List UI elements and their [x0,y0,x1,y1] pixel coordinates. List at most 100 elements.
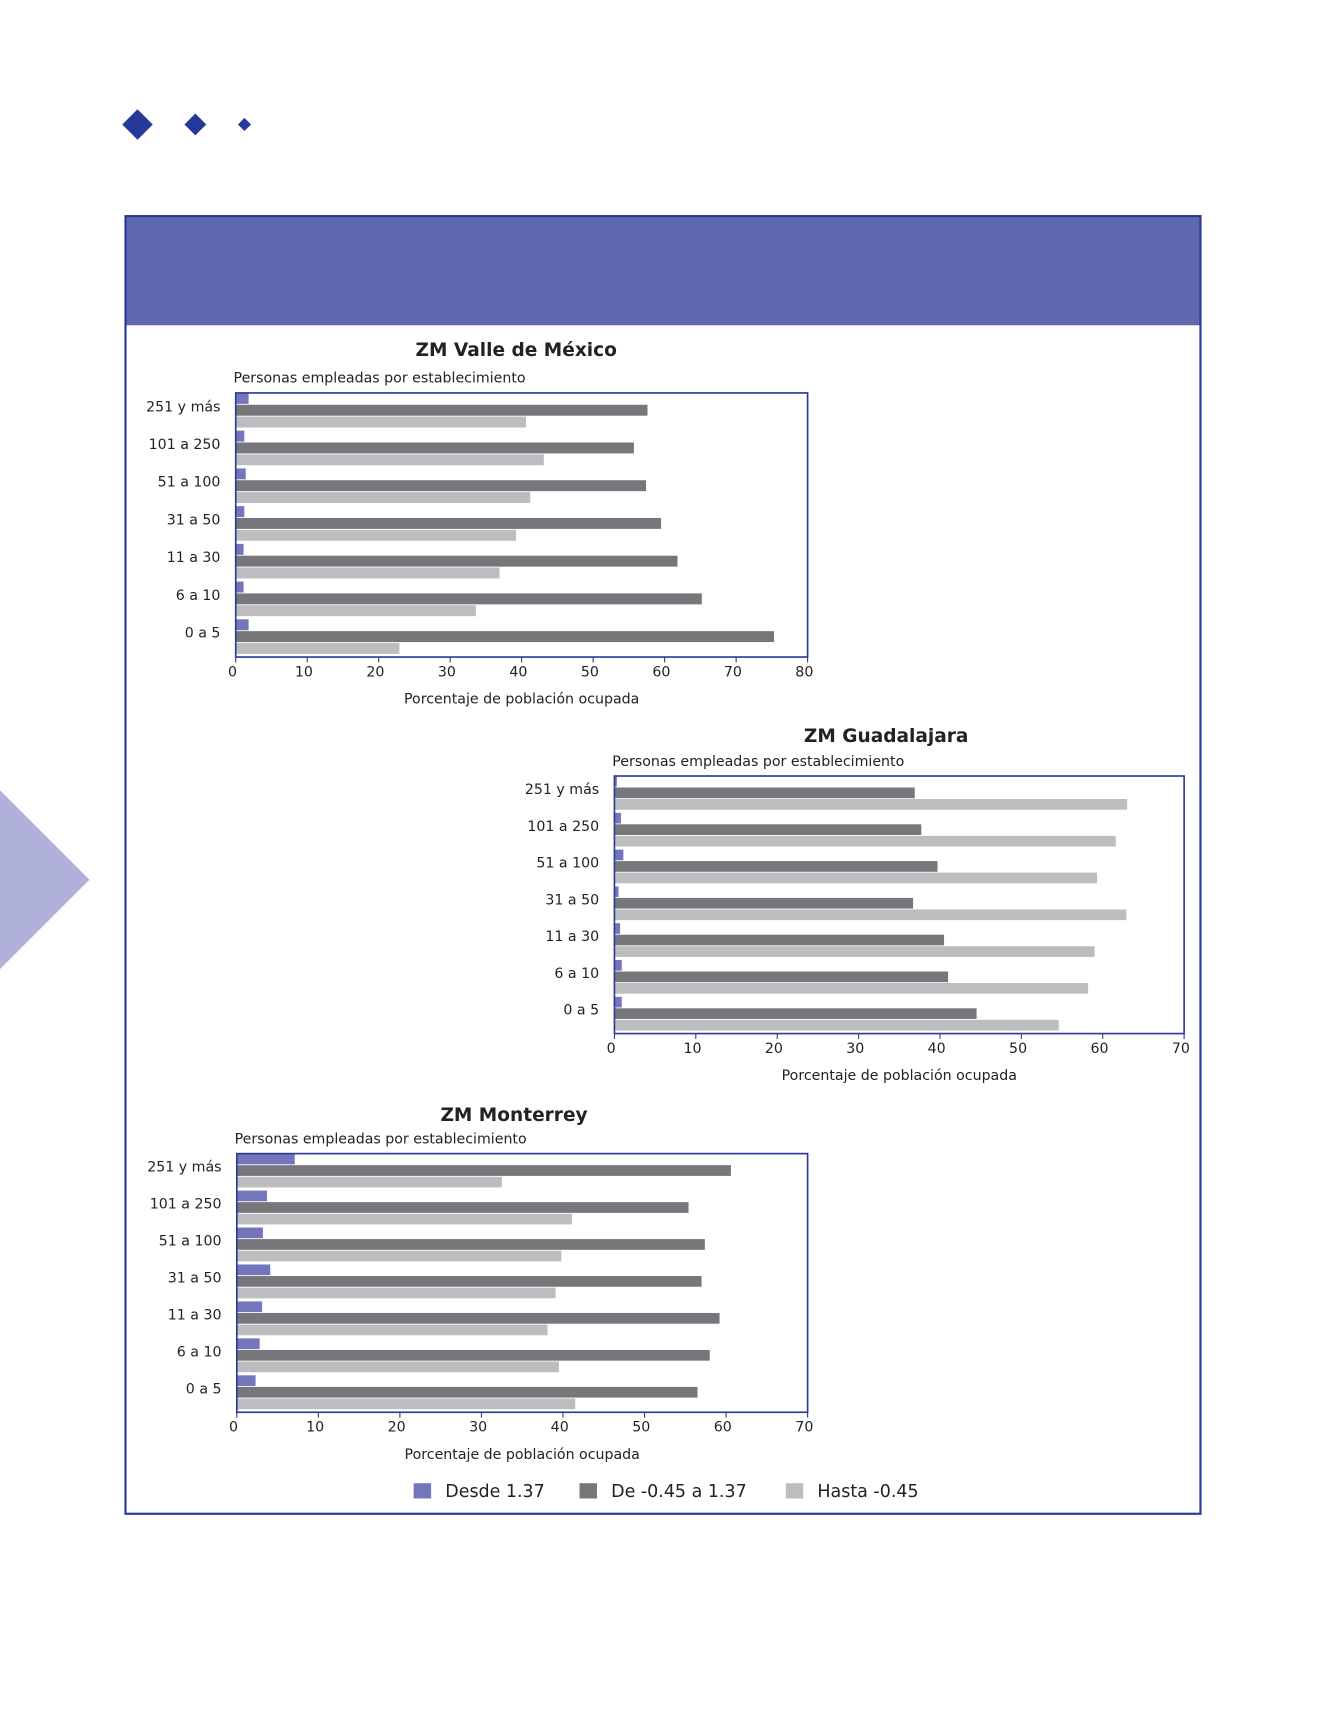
y-tick-label: 0 a 5 [563,1003,599,1019]
bar [236,1398,576,1410]
y-tick-label: 251 y más [146,399,220,415]
y-tick-label: 101 a 250 [527,819,599,835]
y-tick-label: 51 a 100 [159,1234,222,1250]
subtitle: Personas empleadas por establecimiento [235,1131,527,1147]
x-tick-label: 0 [229,1420,238,1436]
decor-diamond [122,109,153,140]
decor-triangle [0,790,90,970]
bar [235,430,245,442]
x-tick-label: 70 [1172,1041,1190,1057]
legend-label: De -0.45 a 1.37 [611,1482,747,1502]
bar [614,923,621,934]
bar [236,1361,559,1373]
bar [614,799,1128,810]
bar [614,1008,977,1019]
x-tick-label: 20 [366,664,384,680]
bar [614,897,914,909]
bar [236,1312,720,1324]
x-tick-label: 10 [306,1420,324,1436]
bar [236,1190,267,1202]
bar [235,392,249,404]
y-tick-label: 6 a 10 [176,588,221,604]
x-axis-label: Porcentaje de población ocupada [404,692,639,708]
chart-title: ZM Monterrey [440,1105,587,1126]
bar [614,971,949,983]
y-tick-label: 31 a 50 [545,892,599,908]
frame [124,215,1202,1515]
y-tick-label: 251 y más [525,782,599,798]
bar [236,1165,731,1176]
y-tick-label: 0 a 5 [185,626,221,642]
bar [235,605,476,617]
plot-frame [236,1152,809,1414]
x-tick-label: 40 [509,664,527,680]
bar [235,517,662,529]
plot-frame [234,392,809,658]
x-tick-label: 50 [1009,1041,1027,1057]
decor-diamond [184,113,207,136]
x-tick-label: 10 [295,664,313,680]
bar [236,1153,295,1165]
bar [236,1227,263,1239]
x-tick-label: 40 [928,1041,946,1057]
header-band [125,216,1201,326]
x-tick-label: 60 [1090,1041,1108,1057]
bar [614,1019,1059,1031]
bar [235,631,775,643]
subtitle: Personas empleadas por establecimiento [234,371,526,387]
x-tick-label: 0 [228,664,237,680]
x-tick-label: 70 [795,1420,813,1436]
subtitle: Personas empleadas por establecimiento [612,754,904,770]
bar [236,1264,271,1276]
bar [235,442,634,454]
x-tick-label: 30 [469,1420,487,1436]
bar [235,619,249,631]
bar [236,1287,556,1299]
chart-title: ZM Valle de México [416,340,617,361]
legend-swatch [413,1483,432,1499]
x-tick-label: 20 [765,1041,783,1057]
legend-label: Hasta -0.45 [817,1482,918,1502]
y-tick-label: 6 a 10 [554,966,599,982]
bar [614,861,938,872]
x-tick-label: 40 [551,1420,569,1436]
x-tick-label: 30 [846,1041,864,1057]
bar [236,1338,260,1350]
x-tick-label: 80 [795,664,813,680]
x-tick-label: 30 [438,664,456,680]
bar [236,1213,572,1225]
y-tick-label: 51 a 100 [158,475,221,491]
bar [235,593,702,605]
x-tick-label: 0 [607,1041,616,1057]
bar [235,468,246,480]
x-tick-label: 20 [388,1420,406,1436]
x-tick-label: 50 [581,664,599,680]
x-axis-label: Porcentaje de población ocupada [405,1447,640,1463]
y-tick-label: 51 a 100 [536,856,599,872]
y-tick-label: 11 a 30 [168,1307,222,1323]
bar [235,492,531,503]
bar [614,886,619,898]
plot-frame [613,775,1185,1035]
bar [235,555,678,567]
x-tick-label: 10 [684,1041,702,1057]
y-tick-label: 101 a 250 [150,1197,222,1213]
y-tick-label: 0 a 5 [186,1381,222,1397]
bar [614,996,622,1008]
y-tick-label: 101 a 250 [149,437,221,453]
bar [235,529,516,541]
bar [614,812,621,824]
bar [614,872,1098,884]
bar [235,543,244,555]
bar [236,1349,710,1361]
x-tick-label: 50 [632,1420,650,1436]
bar [614,946,1095,957]
bar [236,1324,548,1336]
bar [236,1375,256,1387]
y-tick-label: 11 a 30 [545,929,599,945]
bar [235,416,526,428]
x-axis-label: Porcentaje de población ocupada [782,1068,1017,1084]
bar [236,1239,705,1250]
legend-swatch [785,1483,804,1499]
y-tick-label: 11 a 30 [167,550,221,566]
